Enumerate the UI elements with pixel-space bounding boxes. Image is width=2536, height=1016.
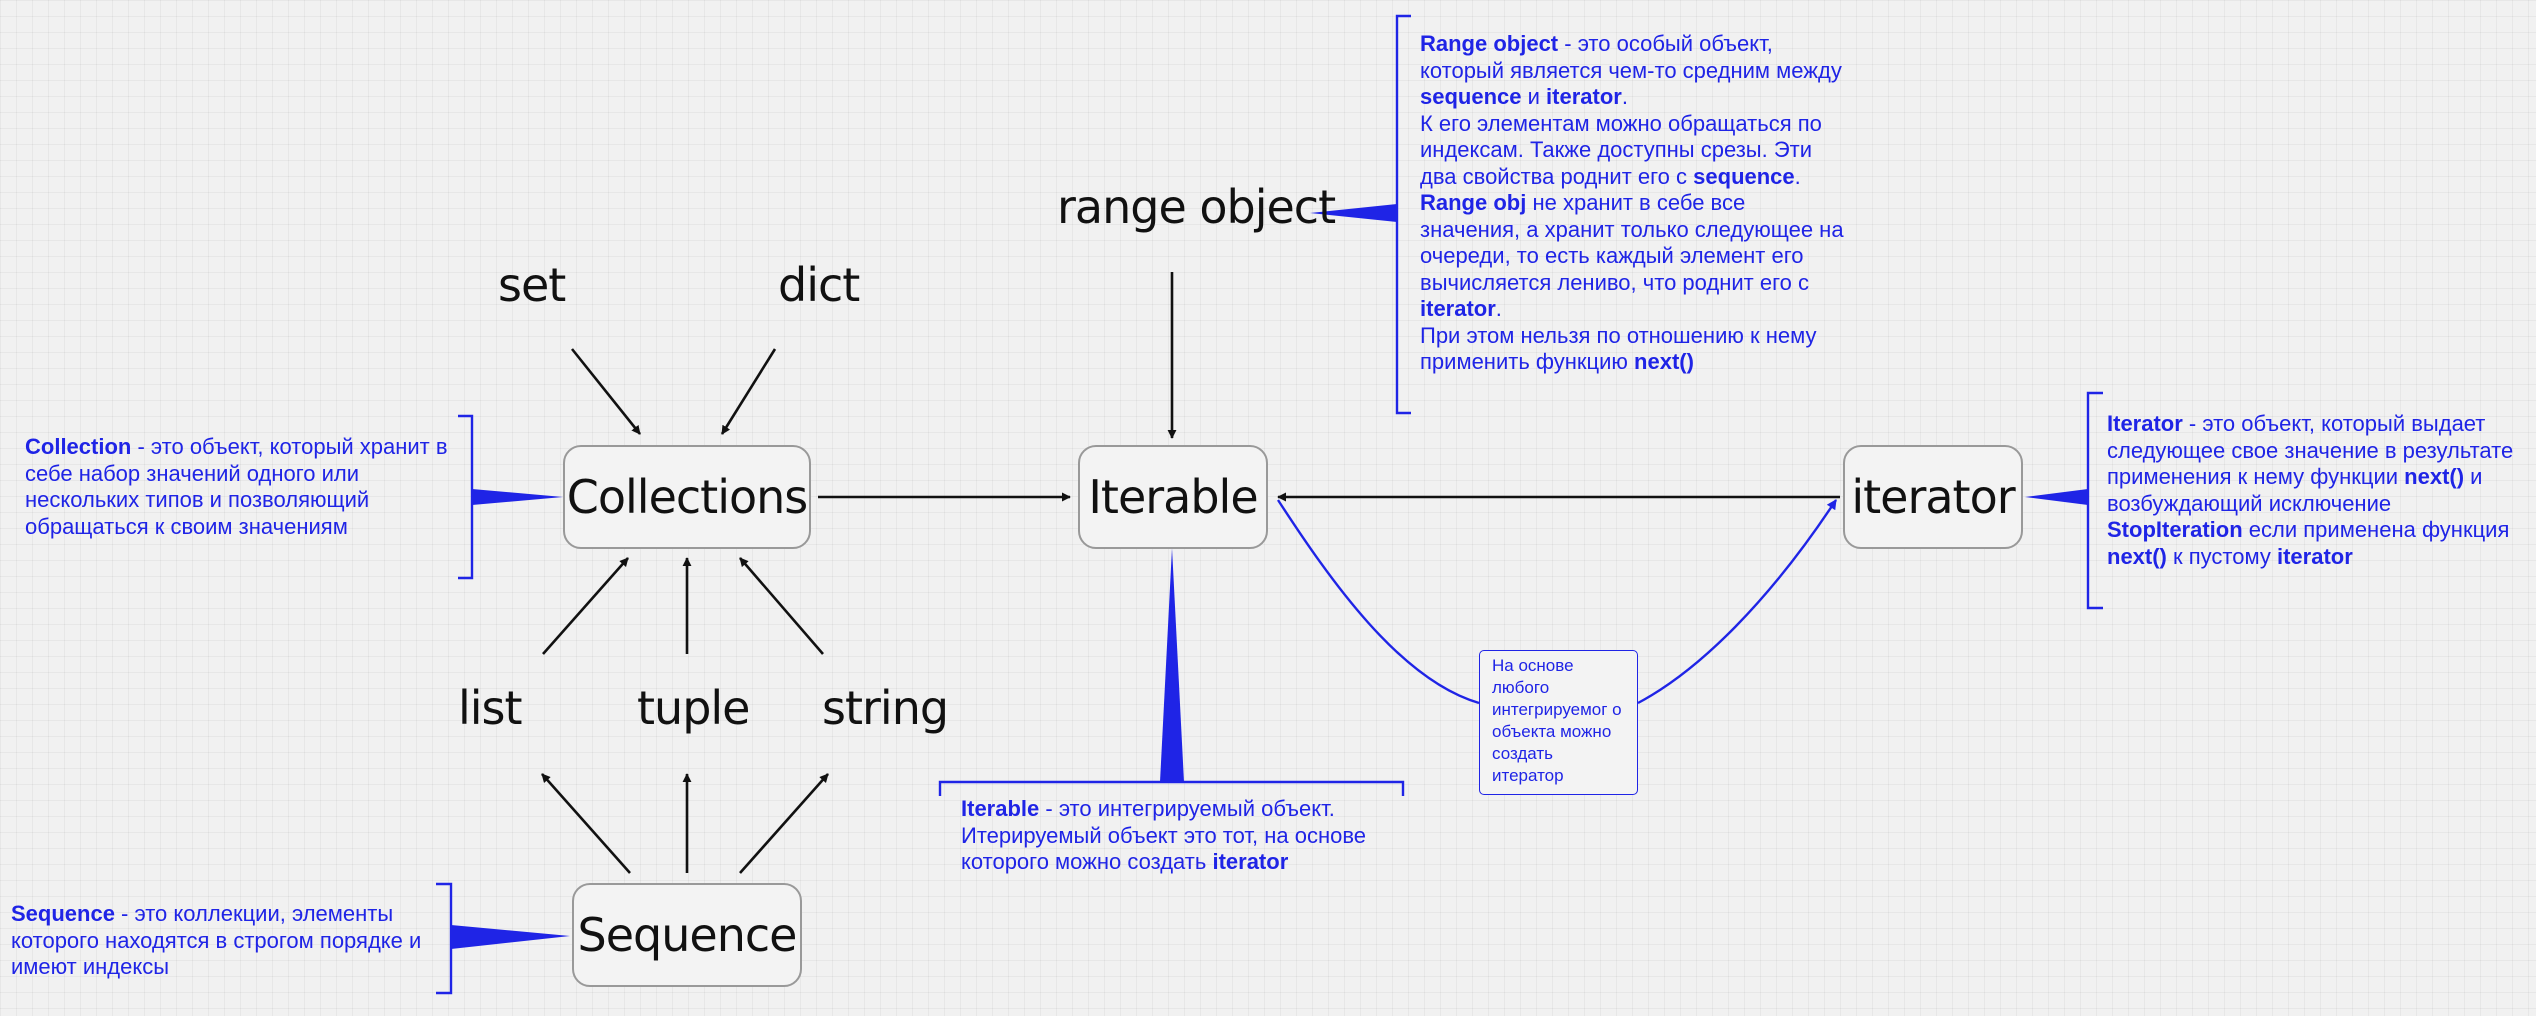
note-iterator-b1: next() — [2404, 464, 2465, 489]
note-range-b1: Range object — [1420, 31, 1559, 56]
node-sequence: Sequence — [572, 883, 802, 987]
note-range-b7: next() — [1634, 349, 1694, 374]
arrow-string-collections — [739, 557, 824, 655]
note-iterator-b3: next() — [2107, 543, 2167, 569]
note-sequence-term: Sequence — [11, 901, 115, 926]
note-iterable: Iterable - это интегрируемый объект. Ите… — [961, 796, 1401, 876]
note-range-para3: Range obj не хранит в себе все значения,… — [1420, 190, 1850, 323]
label-dict: dict — [778, 258, 860, 312]
note-collection-term: Collection — [25, 434, 132, 459]
note-range-t1: - это особый объект, который является че… — [1420, 31, 1842, 83]
note-range-t4: К его элементам можно обращаться по инде… — [1420, 110, 1822, 189]
pointer-sequence — [451, 925, 570, 949]
node-iterator: iterator — [1843, 445, 2023, 549]
note-iterator-b4: iterator — [2276, 543, 2353, 569]
bracket-iterable-note — [938, 780, 1405, 796]
note-range-b5: Range obj — [1420, 190, 1527, 215]
arrow-set-collections — [570, 348, 642, 435]
label-set: set — [498, 258, 566, 312]
note-iterable-term: Iterable — [961, 796, 1040, 821]
note-range-para1: Range object - это особый объект, которы… — [1420, 31, 1850, 111]
note-iterable-text: - это интегрируемый объект. Итерируемый … — [961, 796, 1367, 874]
note-range-para2: К его элементам можно обращаться по инде… — [1420, 111, 1850, 191]
pointer-range — [1310, 204, 1397, 222]
note-iterator-t1: - это объект, который выдает следующее с… — [2107, 411, 2514, 489]
label-range-object: range object — [1057, 180, 1336, 234]
label-list: list — [458, 681, 523, 735]
arrow-list-collections — [542, 557, 629, 655]
note-range-t2: и — [1521, 84, 1547, 109]
note-range-t6: не хранит в себе все значения, а хранит … — [1420, 190, 1844, 295]
note-range-t7: . — [1495, 296, 1502, 321]
note-iterator-t3: если применена функция — [2242, 517, 2510, 542]
note-iterator-term: Iterator — [2107, 411, 2183, 436]
curve-iterable-to-callout — [1276, 499, 1480, 705]
note-sequence: Sequence - это коллекции, элементы котор… — [11, 901, 436, 981]
note-range-t3: . — [1621, 84, 1628, 109]
node-collections: Collections — [563, 445, 811, 549]
note-iterator-t2: и возбуждающий исключение — [2107, 464, 2483, 516]
note-range-t8: При этом нельзя по отношению к нему прим… — [1420, 322, 1817, 375]
pointer-iterable — [1160, 548, 1184, 782]
note-range-b4: sequence — [1693, 163, 1795, 189]
note-range-para4: При этом нельзя по отношению к нему прим… — [1420, 323, 1850, 376]
note-collection-text: - это объект, который хранит в себе набо… — [25, 434, 448, 539]
note-iterator-t4: к пустому — [2166, 543, 2277, 569]
note-iterator-b2: StopIteration — [2107, 517, 2243, 542]
curve-callout-to-iterator — [1637, 499, 1838, 705]
arrow-dict-collections — [720, 348, 777, 435]
label-tuple: tuple — [637, 681, 750, 735]
note-range-b6: iterator — [1420, 296, 1496, 321]
bracket-sequence-note — [436, 882, 453, 995]
bracket-range-note — [1395, 14, 1411, 415]
node-iterable: Iterable — [1078, 445, 1268, 549]
callout-box: На основе любого интегрируемог о объекта… — [1479, 650, 1638, 795]
note-range-b2: sequence — [1420, 84, 1522, 109]
note-iterable-term2: iterator — [1212, 849, 1289, 874]
pointer-collection — [472, 489, 563, 505]
note-range-object: Range object - это особый объект, которы… — [1420, 31, 1850, 376]
arrow-sequence-list — [541, 773, 631, 874]
note-iterator: Iterator - это объект, который выдает сл… — [2107, 411, 2532, 570]
bracket-iterator-note — [2086, 391, 2103, 610]
pointer-iterator — [2025, 489, 2088, 505]
bracket-collection-note — [458, 414, 474, 580]
note-range-t5: . — [1794, 163, 1801, 189]
label-string: string — [822, 681, 949, 735]
note-sequence-text: - это коллекции, элементы которого наход… — [11, 901, 422, 979]
arrow-sequence-string — [739, 773, 829, 874]
note-range-b3: iterator — [1546, 84, 1622, 109]
note-collection: Collection - это объект, который хранит … — [25, 434, 455, 540]
